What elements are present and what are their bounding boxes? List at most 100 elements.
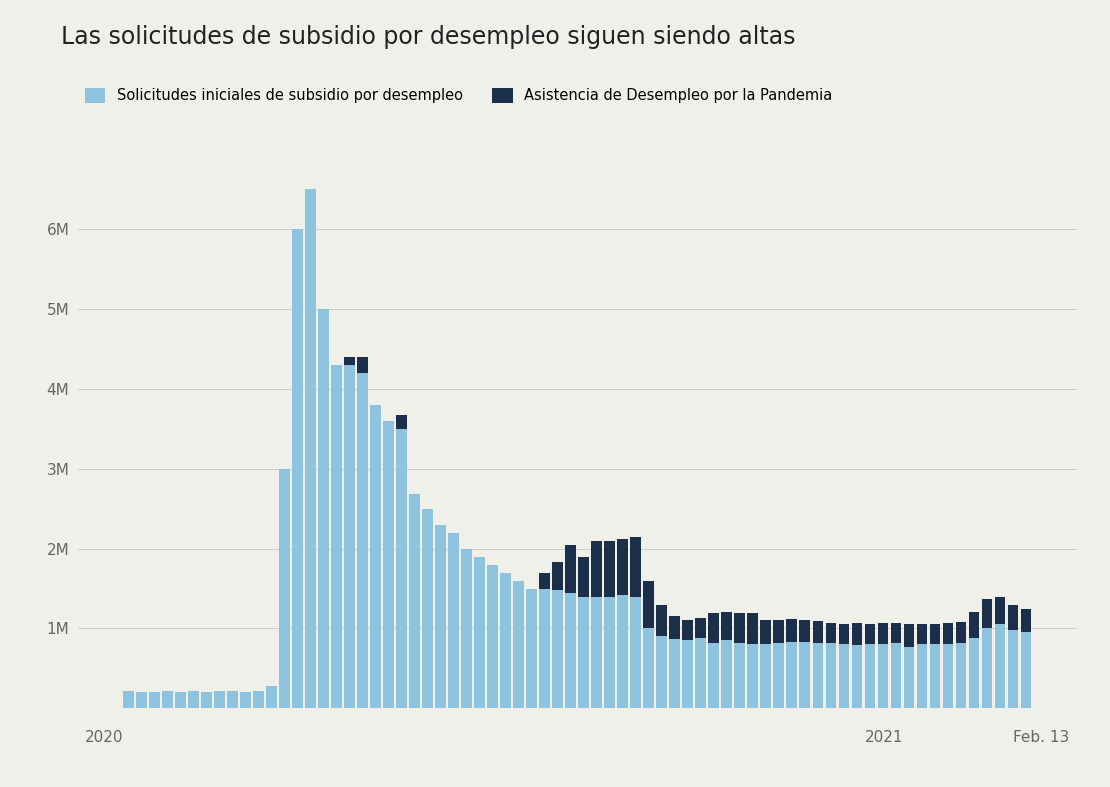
Bar xyxy=(865,623,875,645)
Bar xyxy=(683,619,693,640)
Bar xyxy=(149,692,160,708)
Bar xyxy=(292,229,303,708)
Bar xyxy=(956,622,966,643)
Bar xyxy=(747,644,758,708)
Bar xyxy=(1008,630,1018,708)
Bar xyxy=(331,365,342,708)
Bar xyxy=(1020,609,1031,632)
Bar xyxy=(760,620,771,644)
Bar xyxy=(487,564,498,708)
Bar xyxy=(280,469,290,708)
Bar xyxy=(787,642,797,708)
Bar xyxy=(774,643,784,708)
Bar xyxy=(175,692,185,708)
Bar xyxy=(774,619,784,643)
Bar xyxy=(396,416,407,429)
Bar xyxy=(851,645,862,708)
Bar xyxy=(929,624,940,645)
Bar xyxy=(201,692,212,708)
Bar xyxy=(539,589,551,708)
Bar xyxy=(435,525,446,708)
Bar xyxy=(981,599,992,629)
Bar xyxy=(722,641,733,708)
Bar xyxy=(410,494,420,708)
Bar xyxy=(929,645,940,708)
Bar xyxy=(799,642,810,708)
Bar xyxy=(747,613,758,644)
Bar xyxy=(787,619,797,642)
Bar xyxy=(644,581,654,629)
Bar xyxy=(319,309,329,708)
Bar xyxy=(592,597,602,708)
Bar xyxy=(396,429,407,708)
Bar xyxy=(683,640,693,708)
Bar xyxy=(137,692,147,708)
Bar xyxy=(1020,632,1031,708)
Bar xyxy=(838,644,849,708)
Bar xyxy=(448,533,458,708)
Bar xyxy=(123,692,134,708)
Bar xyxy=(644,629,654,708)
Bar xyxy=(735,643,745,708)
Bar xyxy=(371,405,381,708)
Bar xyxy=(878,644,888,708)
Bar xyxy=(735,613,745,643)
Bar xyxy=(617,595,628,708)
Bar xyxy=(696,638,706,708)
Bar xyxy=(1008,605,1018,630)
Bar xyxy=(826,623,836,643)
Bar xyxy=(838,623,849,644)
Bar xyxy=(956,643,966,708)
Bar xyxy=(813,621,824,643)
Bar xyxy=(578,597,589,708)
Bar xyxy=(604,597,615,708)
Bar xyxy=(917,623,927,645)
Bar xyxy=(708,613,719,643)
Bar xyxy=(669,639,680,708)
Bar xyxy=(228,691,238,708)
Bar xyxy=(826,643,836,708)
Bar xyxy=(969,611,979,638)
Bar xyxy=(462,549,472,708)
Bar xyxy=(878,623,888,644)
Bar xyxy=(240,692,251,708)
Bar xyxy=(760,644,771,708)
Bar xyxy=(266,685,276,708)
Bar xyxy=(565,545,576,593)
Text: 2020: 2020 xyxy=(84,730,123,745)
Bar xyxy=(617,539,628,595)
Bar xyxy=(630,537,642,597)
Bar xyxy=(981,629,992,708)
Bar xyxy=(656,637,667,708)
Bar xyxy=(917,645,927,708)
Bar xyxy=(851,623,862,645)
Bar xyxy=(995,624,1006,708)
Bar xyxy=(214,692,225,708)
Bar xyxy=(722,612,733,641)
Bar xyxy=(604,541,615,597)
Bar xyxy=(553,590,563,708)
Bar xyxy=(344,357,355,365)
Bar xyxy=(501,573,511,708)
Bar xyxy=(357,357,367,373)
Legend: Solicitudes iniciales de subsidio por desempleo, Asistencia de Desempleo por la : Solicitudes iniciales de subsidio por de… xyxy=(85,87,833,103)
Bar xyxy=(904,647,915,708)
Bar xyxy=(630,597,642,708)
Bar xyxy=(474,556,485,708)
Bar xyxy=(553,562,563,590)
Text: 2021: 2021 xyxy=(865,730,904,745)
Text: Las solicitudes de subsidio por desempleo siguen siendo altas: Las solicitudes de subsidio por desemple… xyxy=(61,25,796,49)
Bar xyxy=(305,190,316,708)
Bar xyxy=(357,373,367,708)
Bar xyxy=(904,624,915,647)
Bar xyxy=(383,421,394,708)
Bar xyxy=(669,616,680,639)
Bar xyxy=(513,581,524,708)
Bar xyxy=(890,643,901,708)
Bar xyxy=(344,365,355,708)
Bar xyxy=(865,645,875,708)
Bar xyxy=(253,692,264,708)
Bar xyxy=(813,643,824,708)
Bar xyxy=(942,623,953,644)
Bar xyxy=(526,589,537,708)
